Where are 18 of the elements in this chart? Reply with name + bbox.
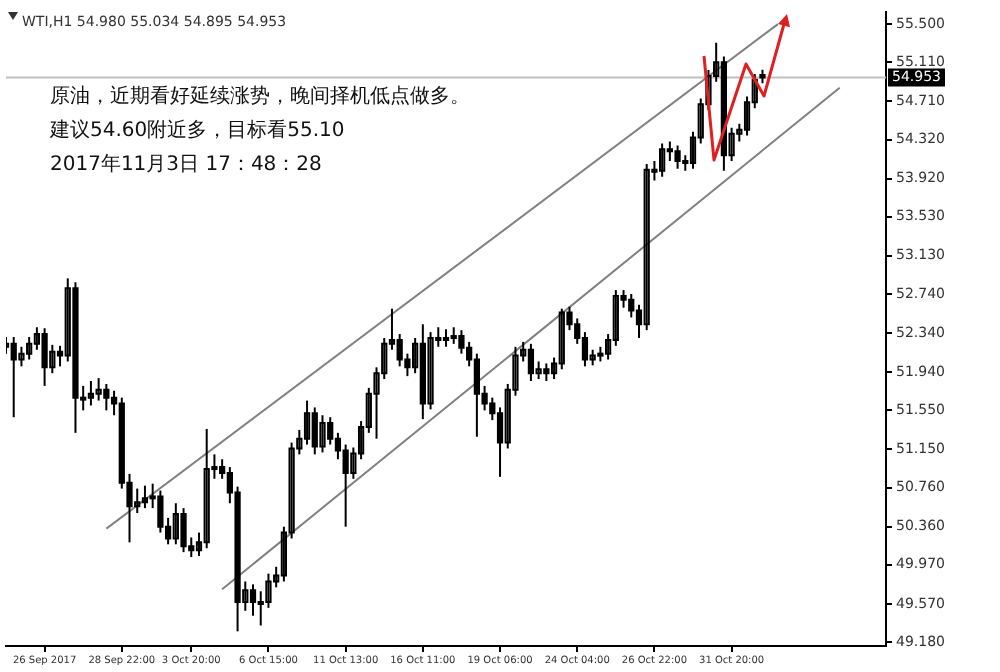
candlestick [26,336,33,361]
candlestick [427,331,434,411]
candlestick [303,399,311,446]
candlestick [172,502,179,546]
candlestick [612,289,619,347]
annotation: 2017年11月3日 17：48：28 [50,151,322,176]
annotation: 原油，近期看好延续涨势，晚间择机低点做多。 [50,83,470,108]
candlestick [18,345,25,368]
candlestick [134,487,141,515]
candlestick [87,380,95,407]
candlestick [95,377,102,402]
candlestick [319,414,326,454]
candlestick [659,142,666,178]
candlestick [141,484,149,510]
candlestick [558,307,565,371]
annotation: 建议54.60附近多，目标看55.10 [48,117,345,142]
candlestick [643,162,650,332]
candlestick [203,427,210,550]
